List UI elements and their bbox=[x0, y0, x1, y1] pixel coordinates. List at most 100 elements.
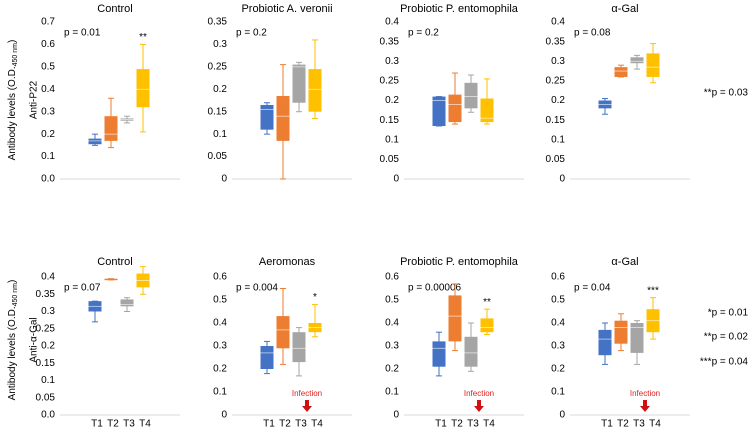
y-tick-label: 0.25 bbox=[208, 61, 228, 72]
significance-star: * bbox=[313, 292, 317, 303]
y-axis-label: Antibody levels (O.D.450 nm) bbox=[7, 280, 19, 401]
y-tick-label: 0.6 bbox=[213, 272, 227, 283]
p-value: p = 0.04 bbox=[574, 283, 611, 294]
box bbox=[464, 82, 478, 109]
y-tick-label: 0 bbox=[221, 410, 227, 421]
box bbox=[88, 138, 102, 145]
y-tick-label: 0.4 bbox=[385, 318, 399, 329]
y-tick-label: 0.1 bbox=[41, 375, 55, 386]
x-tick-label: T3 bbox=[295, 419, 307, 430]
y-tick-label: 0.3 bbox=[41, 106, 55, 117]
chart-title: Aeromonas bbox=[259, 256, 316, 268]
y-tick-label: 0.3 bbox=[385, 56, 399, 67]
y-tick-label: 0.05 bbox=[208, 151, 228, 162]
y-tick-label: 0.35 bbox=[36, 289, 56, 300]
y-tick-label: 0 bbox=[221, 174, 227, 185]
x-tick-label: T3 bbox=[467, 419, 479, 430]
box bbox=[464, 336, 478, 367]
chart-title: Control bbox=[97, 3, 132, 15]
x-tick-label: T4 bbox=[483, 419, 495, 430]
box bbox=[308, 69, 322, 112]
box bbox=[292, 64, 306, 103]
y-tick-label: 0.1 bbox=[213, 129, 227, 140]
y-axis-label: Antibody levels (O.D.450 nm) bbox=[7, 40, 19, 161]
box bbox=[480, 98, 494, 123]
y-tick-label: 0.3 bbox=[41, 306, 55, 317]
box bbox=[260, 346, 274, 369]
y-tick-label: 0.5 bbox=[551, 295, 565, 306]
infection-label: Infection bbox=[630, 389, 660, 398]
y-tick-label: 0.3 bbox=[551, 56, 565, 67]
x-tick-label: T3 bbox=[123, 419, 135, 430]
infection-arrow bbox=[474, 400, 484, 412]
y-tick-label: 0.0 bbox=[41, 410, 55, 421]
box bbox=[614, 67, 628, 77]
y-tick-label: 0.3 bbox=[385, 341, 399, 352]
x-tick-label: T1 bbox=[263, 419, 275, 430]
x-tick-label: T4 bbox=[311, 419, 323, 430]
y-tick-label: 0 bbox=[393, 174, 399, 185]
x-tick-label: T1 bbox=[435, 419, 447, 430]
box bbox=[630, 323, 644, 353]
box bbox=[120, 299, 134, 307]
significance-note: **p = 0.03 bbox=[704, 88, 749, 99]
box bbox=[646, 53, 660, 77]
y-tick-label: 0.05 bbox=[36, 392, 56, 403]
chart-title: Control bbox=[97, 256, 132, 268]
box bbox=[432, 341, 446, 367]
box bbox=[260, 104, 274, 130]
y-label-sub: 450 nm bbox=[12, 283, 19, 307]
x-tick-label: T3 bbox=[633, 419, 645, 430]
x-tick-label: T2 bbox=[451, 419, 463, 430]
infection-label: Infection bbox=[292, 389, 322, 398]
chart-title: Probiotic P. entomophila bbox=[400, 256, 519, 268]
y-tick-label: 0.4 bbox=[41, 272, 55, 283]
significance-star: ** bbox=[483, 297, 491, 308]
y-tick-label: 0.2 bbox=[213, 364, 227, 375]
box bbox=[480, 318, 494, 333]
significance-note: ***p = 0.04 bbox=[700, 357, 749, 368]
y-tick-label: 0.2 bbox=[551, 364, 565, 375]
y-tick-label: 0.4 bbox=[551, 318, 565, 329]
x-tick-label: T1 bbox=[601, 419, 613, 430]
y-tick-label: 0.5 bbox=[41, 61, 55, 72]
y-tick-label: 0.25 bbox=[380, 76, 400, 87]
infection-label: Infection bbox=[464, 389, 494, 398]
box bbox=[104, 116, 118, 141]
y-tick-label: 0.3 bbox=[213, 39, 227, 50]
y-label-end: ) bbox=[7, 40, 18, 43]
box bbox=[276, 96, 290, 141]
box bbox=[598, 329, 612, 356]
y-tick-label: 0 bbox=[393, 410, 399, 421]
chart-title: α-Gal bbox=[611, 256, 638, 268]
y-tick-label: 0.3 bbox=[213, 341, 227, 352]
y-tick-label: 0.1 bbox=[551, 134, 565, 145]
y-tick-label: 0.2 bbox=[213, 84, 227, 95]
infection-arrow bbox=[640, 400, 650, 412]
y-tick-label: 0.05 bbox=[546, 154, 566, 165]
chart-title: Probiotic A. veronii bbox=[241, 3, 332, 15]
p-value: p = 0.07 bbox=[64, 283, 101, 294]
y-label-sub: 450 nm bbox=[12, 43, 19, 67]
x-tick-label: T1 bbox=[91, 419, 103, 430]
y-label-end: ) bbox=[7, 280, 18, 283]
y-tick-label: 0.6 bbox=[385, 272, 399, 283]
box bbox=[136, 69, 150, 108]
x-tick-label: T4 bbox=[649, 419, 661, 430]
y-tick-label: 0.25 bbox=[36, 323, 56, 334]
chart-title: α-Gal bbox=[611, 3, 638, 15]
y-tick-label: 0.4 bbox=[213, 318, 227, 329]
x-tick-label: T2 bbox=[617, 419, 629, 430]
y-tick-label: 0.2 bbox=[41, 129, 55, 140]
p-value: p = 0.2 bbox=[408, 28, 439, 39]
x-tick-label: T2 bbox=[107, 419, 119, 430]
y-tick-label: 0.0 bbox=[41, 174, 55, 185]
row-label: Anti-α-Gal bbox=[29, 317, 40, 362]
box bbox=[614, 320, 628, 344]
y-tick-label: 0.6 bbox=[41, 39, 55, 50]
y-tick-label: 0.1 bbox=[551, 387, 565, 398]
row-label: Anti-P22 bbox=[29, 80, 40, 119]
y-tick-label: 0.35 bbox=[380, 36, 400, 47]
y-tick-label: 0.35 bbox=[208, 17, 228, 28]
